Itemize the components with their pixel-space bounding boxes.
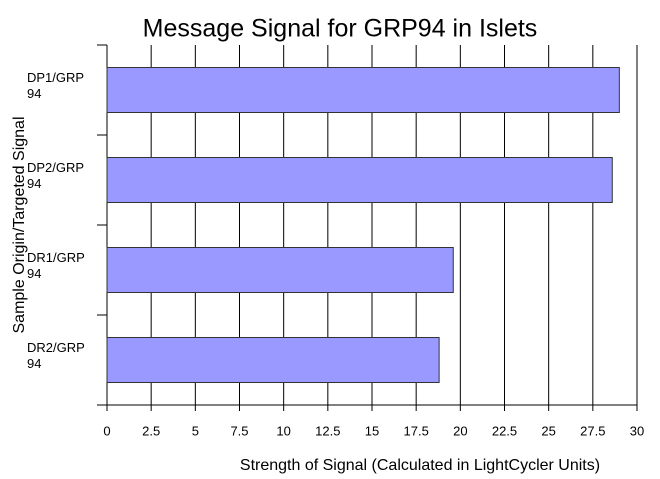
y-tick-label: DR2/GRP94 xyxy=(27,340,85,371)
x-tick-label: 27.5 xyxy=(580,423,605,438)
y-tick-label: DR1/GRP94 xyxy=(27,250,85,281)
x-tick-label: 12.5 xyxy=(315,423,340,438)
x-tick-label: 15 xyxy=(365,423,379,438)
x-tick-label: 30 xyxy=(630,423,644,438)
x-tick-label: 7.5 xyxy=(230,423,248,438)
x-tick-label: 22.5 xyxy=(492,423,517,438)
x-tick-label: 0 xyxy=(103,423,110,438)
x-tick-label: 25 xyxy=(541,423,555,438)
y-tick-label: DP1/GRP94 xyxy=(27,70,85,101)
bar xyxy=(106,157,613,203)
x-tick-label: 20 xyxy=(453,423,467,438)
x-axis-label: Strength of Signal (Calculated in LightC… xyxy=(240,457,600,474)
x-tick-label: 17.5 xyxy=(404,423,429,438)
bar xyxy=(106,247,454,293)
y-tick-label: DP2/GRP94 xyxy=(27,160,85,191)
bar xyxy=(106,337,440,383)
x-tick-label: 2.5 xyxy=(142,423,160,438)
x-tick-label: 10 xyxy=(276,423,290,438)
y-axis-label: Sample Origin/Targeted Signal xyxy=(11,116,28,333)
x-tick-label: 5 xyxy=(192,423,199,438)
chart-title: Message Signal for GRP94 in Islets xyxy=(143,15,538,43)
bar xyxy=(106,67,620,113)
